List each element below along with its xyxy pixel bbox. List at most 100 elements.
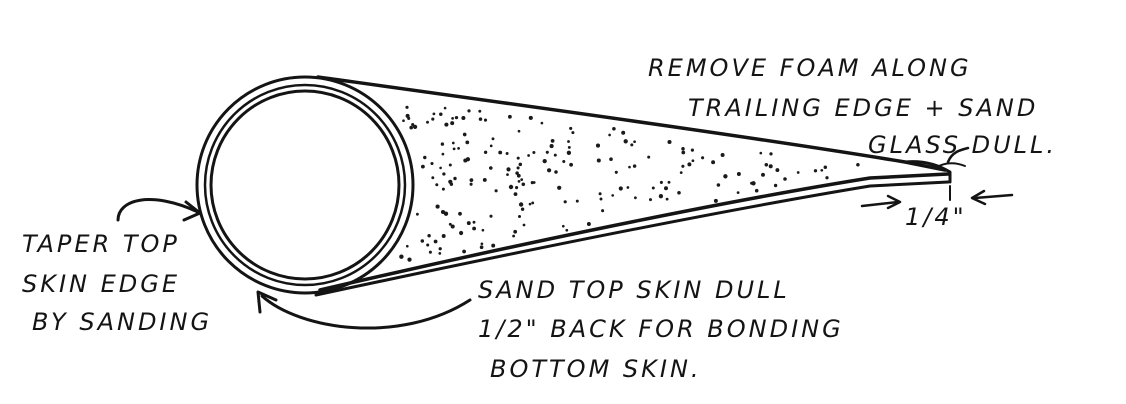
foam-dot: [713, 198, 718, 203]
foam-dot: [690, 148, 695, 152]
foam-dot: [459, 230, 464, 236]
foam-dot: [439, 166, 442, 170]
sand-top-note-line-3: BOTTOM SKIN.: [490, 355, 702, 383]
foam-dot: [478, 117, 483, 121]
foam-dot: [441, 234, 446, 238]
foam-dot: [432, 112, 436, 116]
foam-dot: [443, 106, 447, 110]
foam-dot: [440, 142, 445, 146]
foam-dot: [754, 188, 759, 193]
foam-dot: [528, 115, 533, 120]
foam-dot: [450, 121, 455, 126]
foam-dot: [472, 226, 477, 231]
foam-dot: [527, 154, 530, 157]
foam-dot: [611, 194, 615, 197]
foam-dot: [595, 143, 601, 148]
foam-dot: [856, 163, 860, 167]
foam-dot: [520, 207, 525, 211]
foam-dot: [545, 150, 549, 154]
foam-dot: [549, 144, 554, 149]
foam-dot: [516, 166, 520, 170]
foam-dot: [461, 115, 466, 121]
foam-dot: [472, 220, 476, 224]
foam-dot: [508, 184, 514, 190]
foam-dot: [520, 178, 524, 181]
foam-dot: [463, 158, 468, 163]
foam-dot: [453, 176, 457, 181]
foam-dot: [820, 168, 824, 172]
foam-dot: [813, 169, 818, 173]
foam-dot: [438, 252, 442, 255]
taper-arrow: [116, 198, 202, 222]
foam-dot: [751, 181, 756, 186]
foam-dot: [426, 243, 430, 247]
foam-dot: [621, 130, 626, 135]
foam-dot: [517, 129, 521, 133]
foam-dot: [759, 151, 763, 155]
foam-dot: [530, 180, 534, 185]
foam-dot: [427, 233, 431, 238]
foam-dot: [450, 224, 455, 229]
foam-dot: [420, 239, 425, 243]
remove-foam-note-line-3: GLASS DULL.: [868, 131, 1057, 159]
foam-dot: [448, 179, 453, 184]
foam-dot: [628, 165, 631, 169]
trailing-edge-tip: [903, 160, 966, 184]
foam-dot: [435, 183, 439, 187]
foam-dot: [467, 109, 471, 113]
foam-dot: [491, 137, 495, 141]
foam-dot: [609, 157, 613, 161]
foam-dot: [420, 164, 425, 169]
foam-dot: [441, 152, 445, 156]
foam-dot: [462, 132, 467, 137]
foam-dot: [405, 244, 409, 248]
foam-dot: [701, 156, 705, 160]
foam-dot: [405, 113, 410, 118]
foam-dot: [554, 170, 558, 174]
foam-dot: [513, 229, 518, 234]
foam-dot: [736, 191, 740, 194]
foam-dot: [435, 204, 440, 209]
foam-dot: [489, 166, 493, 170]
foam-dot: [412, 124, 418, 130]
foam-dot: [416, 212, 419, 216]
foam-dot: [428, 250, 432, 254]
foam-dot: [618, 186, 623, 191]
foam-dot: [599, 197, 603, 201]
foam-dot: [466, 221, 471, 226]
foam-dot: [677, 191, 681, 195]
foam-dot: [659, 180, 663, 184]
foam-stipple: [399, 105, 860, 262]
foam-dot: [647, 155, 651, 159]
foam-dot: [411, 123, 415, 127]
foam-dot: [518, 215, 521, 218]
foam-dot: [515, 186, 519, 190]
foam-dot: [506, 173, 509, 176]
foam-dot: [723, 174, 728, 179]
sand-top-note-line-2: 1/2" BACK FOR BONDING: [478, 315, 844, 343]
foam-dot: [512, 234, 516, 238]
foam-dot: [630, 143, 634, 147]
top-skin-line: [316, 75, 947, 172]
dimension-label: 1/4": [905, 203, 967, 231]
foam-dot: [540, 121, 544, 125]
foam-dot: [825, 176, 829, 180]
foam-dot: [557, 185, 562, 190]
foam-dot: [507, 114, 512, 119]
foam-dot: [517, 180, 521, 183]
foam-dot: [483, 150, 488, 154]
sand-top-arrow: [256, 290, 472, 330]
foam-dot: [430, 161, 434, 166]
foam-dot: [598, 192, 602, 196]
foam-dot: [516, 173, 521, 178]
foam-dot: [458, 211, 462, 216]
foam-dot: [796, 171, 800, 174]
foam-dot: [462, 249, 466, 254]
foam-dot: [483, 118, 488, 122]
leading-edge-tube: [195, 75, 415, 295]
foam-dot: [423, 155, 427, 160]
foam-dot: [489, 144, 493, 148]
foam-dot: [469, 182, 473, 186]
foam-dot: [711, 160, 716, 165]
foam-dot: [513, 192, 518, 197]
